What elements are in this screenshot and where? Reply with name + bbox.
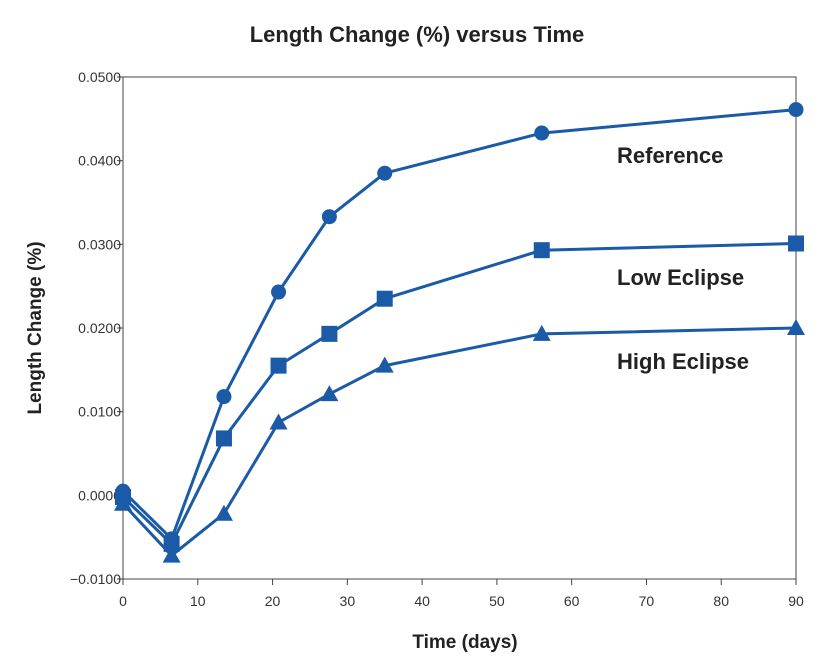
series-markers: [114, 102, 805, 563]
x-tick-label: 40: [414, 593, 430, 609]
data-point-reference: [216, 389, 232, 405]
data-point-reference: [321, 209, 337, 225]
data-point-high-eclipse: [114, 494, 132, 511]
x-tick-label: 20: [265, 593, 281, 609]
x-tick-label: 10: [190, 593, 206, 609]
data-point-reference: [271, 284, 287, 300]
y-axis-label: Length Change (%): [25, 241, 46, 414]
data-point-low-eclipse: [270, 357, 287, 374]
x-tick-label: 30: [340, 593, 356, 609]
data-point-low-eclipse: [533, 242, 550, 259]
series-label-reference: Reference: [617, 143, 723, 168]
y-tick-label: 0.0300: [78, 236, 121, 252]
series-lines: [121, 108, 797, 558]
data-point-reference: [534, 125, 550, 141]
x-tick-label: 0: [119, 593, 127, 609]
x-tick-label: 80: [713, 593, 729, 609]
chart-title: Length Change (%) versus Time: [250, 22, 585, 47]
y-tick-label: 0.0400: [78, 153, 121, 169]
y-tick-label: 0.0100: [78, 404, 121, 420]
data-point-low-eclipse: [215, 430, 232, 447]
series-line-reference: [121, 108, 797, 541]
series-line-low-eclipse: [121, 242, 797, 546]
data-point-high-eclipse: [375, 356, 394, 373]
data-point-high-eclipse: [787, 319, 805, 335]
data-point-reference: [788, 102, 804, 118]
y-axis: −0.0100 0.0000 0.0100 0.0200 0.0300 0.0400 0.0…: [70, 69, 123, 587]
y-tick-label: 0.0000: [78, 487, 121, 503]
y-tick-label: −0.0100: [70, 571, 121, 587]
data-point-high-eclipse: [162, 546, 181, 563]
series-line-high-eclipse: [121, 326, 797, 558]
data-point-high-eclipse: [269, 413, 288, 430]
y-tick-label: 0.0500: [78, 69, 121, 85]
x-axis: 0 10 20 30 40 50 60 70 80 90: [119, 579, 804, 609]
data-point-high-eclipse: [532, 324, 551, 341]
x-axis-label: Time (days): [412, 632, 517, 653]
data-point-high-eclipse: [320, 385, 339, 402]
data-point-low-eclipse: [321, 325, 338, 342]
x-tick-label: 90: [788, 593, 804, 609]
x-tick-label: 60: [564, 593, 580, 609]
series-label-high-eclipse: High Eclipse: [617, 349, 749, 374]
x-tick-label: 70: [639, 593, 655, 609]
data-point-reference: [377, 165, 393, 181]
data-point-low-eclipse: [376, 290, 393, 307]
data-point-high-eclipse: [214, 504, 233, 521]
data-point-low-eclipse: [163, 535, 180, 552]
x-tick-label: 50: [489, 593, 505, 609]
y-tick-label: 0.0200: [78, 320, 121, 336]
series-label-low-eclipse: Low Eclipse: [617, 265, 744, 290]
data-point-low-eclipse: [788, 235, 804, 252]
